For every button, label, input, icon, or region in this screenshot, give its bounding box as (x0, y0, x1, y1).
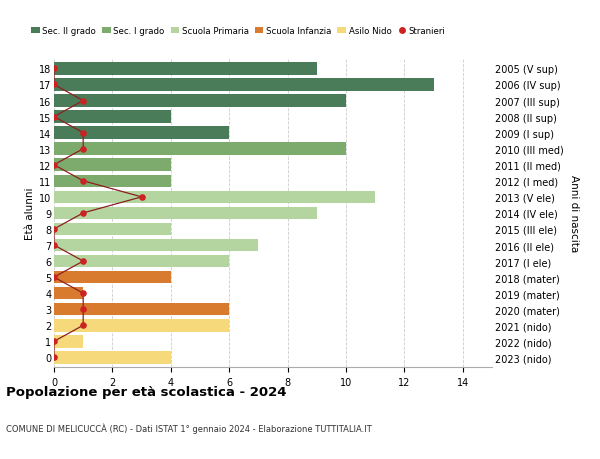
Bar (54, 271, 171, 284)
Point (79, 146, 88, 153)
Bar (54, 95, 346, 107)
Point (49, 114, 59, 121)
Bar (54, 143, 346, 156)
Bar (54, 79, 434, 91)
Point (49, 274, 59, 281)
Y-axis label: Età alunni: Età alunni (25, 187, 35, 240)
Bar (54, 63, 317, 76)
Point (137, 194, 146, 201)
Bar (54, 255, 229, 268)
Bar (54, 191, 375, 204)
Bar (54, 207, 317, 220)
Bar (54, 287, 83, 300)
Point (79, 98, 88, 105)
Point (79, 322, 88, 329)
Point (49, 338, 59, 345)
Point (49, 242, 59, 249)
Legend: Sec. II grado, Sec. I grado, Scuola Primaria, Scuola Infanzia, Asilo Nido, Stran: Sec. II grado, Sec. I grado, Scuola Prim… (28, 24, 449, 40)
Bar (54, 239, 259, 252)
Point (79, 210, 88, 217)
Point (79, 290, 88, 297)
Text: Popolazione per età scolastica - 2024: Popolazione per età scolastica - 2024 (6, 386, 287, 398)
Bar (54, 303, 229, 316)
Point (79, 306, 88, 313)
Bar (54, 159, 171, 172)
Bar (54, 336, 83, 348)
Point (49, 82, 59, 89)
Bar (54, 319, 229, 332)
Point (79, 178, 88, 185)
Bar (54, 175, 171, 188)
Point (49, 162, 59, 169)
Bar (54, 111, 171, 123)
Point (49, 226, 59, 233)
Bar (54, 127, 229, 140)
Bar (54, 351, 171, 364)
Point (79, 130, 88, 137)
Y-axis label: Anni di nascita: Anni di nascita (569, 175, 579, 252)
Text: COMUNE DI MELICUCCÀ (RC) - Dati ISTAT 1° gennaio 2024 - Elaborazione TUTTITALIA.: COMUNE DI MELICUCCÀ (RC) - Dati ISTAT 1°… (6, 422, 372, 433)
Point (49, 66, 59, 73)
Point (79, 258, 88, 265)
Bar (54, 223, 171, 236)
Point (49, 354, 59, 361)
